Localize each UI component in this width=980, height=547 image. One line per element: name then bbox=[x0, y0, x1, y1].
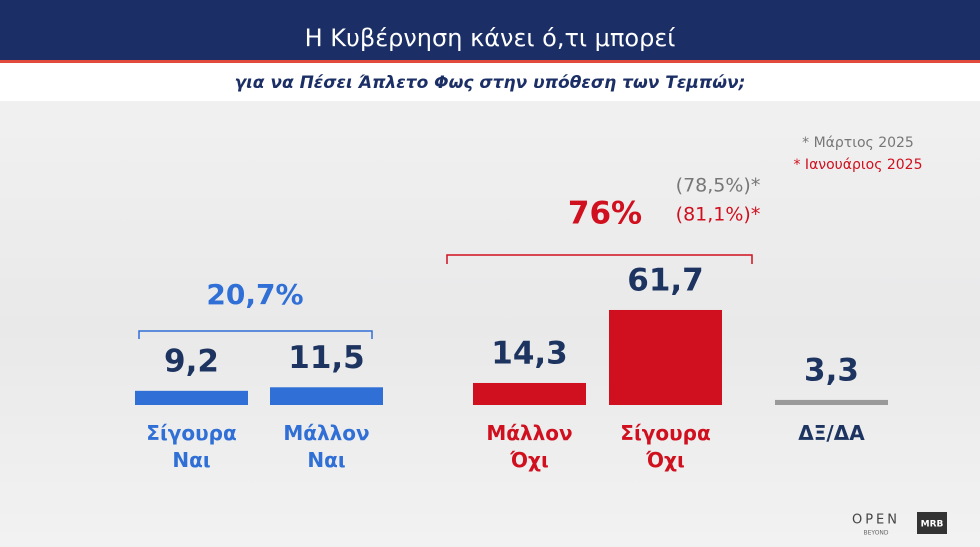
group-total: 20,7% bbox=[206, 278, 303, 311]
category-label: ΔΞ/ΔΑ bbox=[798, 421, 865, 445]
value-label: 61,7 bbox=[627, 262, 704, 298]
chart-title: Η Κυβέρνηση κάνει ό,τι μπορεί bbox=[305, 24, 676, 52]
logo: OPEN bbox=[852, 513, 900, 528]
chart-subtitle: για να Πέσει Άπλετο Φως στην υπόθεση των… bbox=[235, 73, 746, 93]
group-total: 76% bbox=[568, 196, 642, 232]
header-band bbox=[0, 0, 980, 60]
category-label: Μάλλον Ναι bbox=[283, 421, 370, 472]
header-rule bbox=[0, 60, 980, 63]
value-label: 11,5 bbox=[288, 340, 365, 376]
subtitle-band bbox=[0, 63, 980, 101]
category-label: Μάλλον Όχι bbox=[486, 421, 573, 472]
legend-entry: * Μάρτιος 2025 bbox=[802, 135, 914, 151]
comparison: (78,5%)* bbox=[676, 175, 761, 197]
logo: MRB bbox=[921, 520, 944, 530]
bar bbox=[473, 382, 586, 405]
legend-entry: * Ιανουάριος 2025 bbox=[793, 157, 922, 173]
value-label: 3,3 bbox=[804, 352, 859, 388]
group-bracket bbox=[138, 330, 373, 339]
comparison: (81,1%)* bbox=[676, 204, 761, 226]
bar bbox=[270, 387, 383, 405]
bar bbox=[609, 309, 722, 405]
category-label: Σίγουρα Ναι bbox=[146, 421, 237, 472]
bar bbox=[775, 399, 888, 405]
value-label: 9,2 bbox=[164, 343, 219, 379]
bar bbox=[135, 390, 248, 405]
logo: BEYOND bbox=[863, 530, 888, 537]
value-label: 14,3 bbox=[491, 335, 568, 371]
group-bracket bbox=[446, 254, 753, 264]
logo-box bbox=[917, 512, 947, 534]
category-label: Σίγουρα Όχι bbox=[620, 421, 711, 472]
